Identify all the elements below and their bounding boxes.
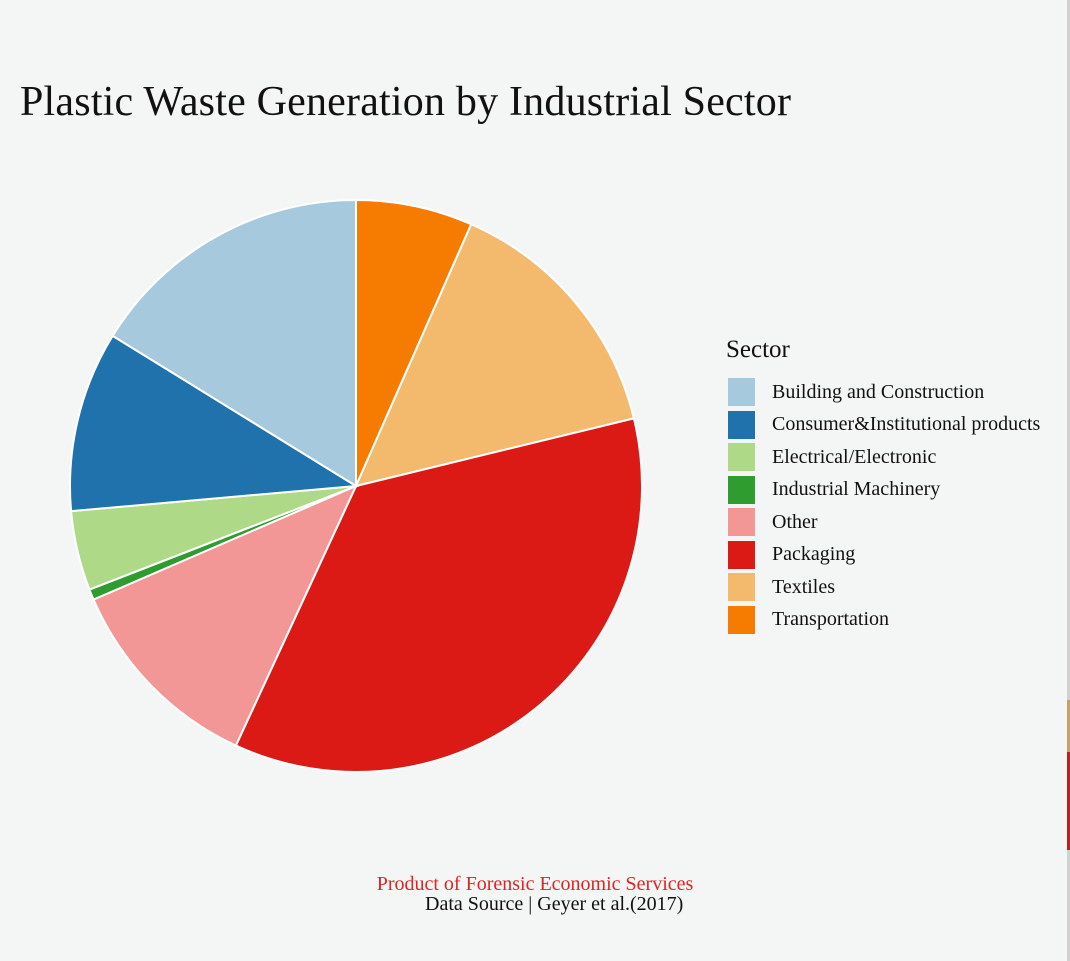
legend-label: Packaging <box>772 543 856 566</box>
pie-chart <box>69 198 643 773</box>
legend-label: Industrial Machinery <box>772 478 941 501</box>
pie-slice-consumer-institutional-products <box>69 334 360 513</box>
legend-item-transportation: Transportation <box>726 604 1040 637</box>
legend-swatch <box>728 540 755 569</box>
pie-slice-building-and-construction <box>111 198 357 488</box>
legend-item-building: Building and Construction <box>726 376 1040 409</box>
legend-swatch <box>728 508 755 537</box>
pie-slice-textiles <box>354 222 636 488</box>
legend-label: Transportation <box>772 608 890 631</box>
pie-slice-other <box>92 484 359 747</box>
pie-slice-packaging <box>234 417 643 773</box>
legend-swatch <box>728 443 755 472</box>
legend-swatch <box>728 475 755 504</box>
credit-caption: Product of Forensic Economic Services <box>376 873 694 895</box>
legend-item-packaging: Packaging <box>726 539 1040 572</box>
legend-swatch <box>728 573 755 602</box>
window-edge-mark <box>1067 752 1070 850</box>
legend-item-textiles: Textiles <box>726 571 1040 604</box>
legend-item-industrial: Industrial Machinery <box>726 474 1040 507</box>
legend-label: Other <box>772 510 818 533</box>
window-edge-mark <box>1067 700 1070 752</box>
data-source-caption: Data Source | Geyer et al.(2017) <box>425 893 684 915</box>
legend-swatch <box>728 605 755 634</box>
legend-item-consumer: Consumer&Institutional products <box>726 409 1040 442</box>
pie-slice-transportation <box>355 198 473 487</box>
legend-swatch <box>728 410 755 439</box>
legend-label: Consumer&Institutional products <box>772 413 1041 436</box>
chart-title: Plastic Waste Generation by Industrial S… <box>20 79 792 125</box>
legend-label: Textiles <box>772 575 836 598</box>
legend: Sector Building and Construction Consume… <box>726 336 1040 636</box>
legend-label: Building and Construction <box>772 380 985 403</box>
legend-swatch <box>728 378 755 407</box>
legend-title: Sector <box>726 336 790 363</box>
legend-label: Electrical/Electronic <box>772 445 937 468</box>
window-edge <box>1067 0 1070 961</box>
legend-item-electrical: Electrical/Electronic <box>726 441 1040 474</box>
legend-item-other: Other <box>726 506 1040 539</box>
